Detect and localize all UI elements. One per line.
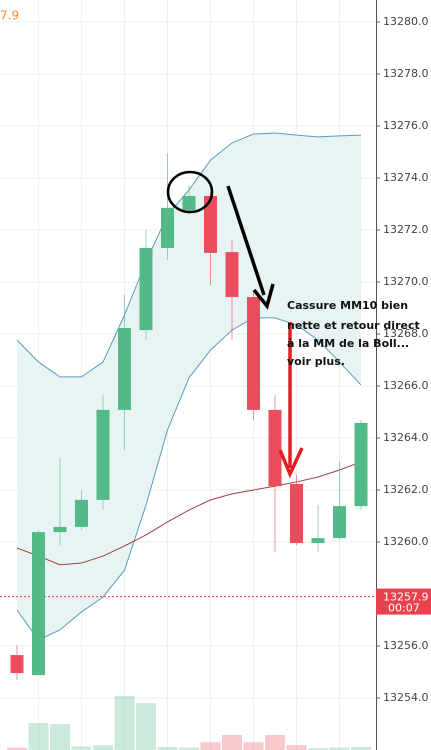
candle-body: [268, 409, 282, 487]
candle-body: [10, 655, 24, 674]
candle-body: [161, 207, 174, 248]
candle-body: [311, 538, 325, 544]
volume-bar: [136, 703, 156, 750]
arrow-head: [278, 447, 304, 479]
volume-bar: [157, 747, 178, 750]
volume-bar: [200, 742, 221, 750]
volume-bar: [7, 747, 27, 750]
volume-bar: [50, 724, 70, 750]
overlay-line: [16, 317, 362, 641]
volume-bar: [329, 747, 350, 750]
volume-bar: [243, 742, 264, 750]
volume-bar: [93, 745, 113, 750]
y-tick-label: 13270.0: [383, 275, 429, 288]
annotation: Cassure MM10 bien nette et retour direct…: [287, 299, 420, 368]
y-tick-label: 13278.0: [383, 67, 429, 80]
candle-body: [225, 252, 239, 298]
y-tick-label: 13268.0: [383, 327, 429, 340]
volume-bar: [28, 723, 49, 750]
candle-body: [354, 422, 368, 507]
y-tick-label: 13256.0: [383, 639, 429, 652]
candle-body: [32, 532, 45, 676]
candle-body: [247, 297, 260, 410]
volume-bar: [265, 735, 285, 750]
y-tick-label: 13276.0: [383, 119, 429, 132]
candle-body: [118, 328, 131, 410]
candle-body: [96, 409, 110, 500]
corner-text: 7.9: [0, 9, 19, 23]
countdown-label: 00:07: [388, 602, 420, 615]
candle-body: [75, 499, 88, 527]
y-tick-label: 13262.0: [383, 483, 429, 496]
overlay-line: [16, 461, 362, 566]
annotation-line: voir plus.: [287, 355, 345, 368]
band-fill: [17, 133, 361, 641]
candle-body: [290, 484, 303, 544]
y-tick-label: 13266.0: [383, 379, 429, 392]
last-price-label: 13257.9: [383, 591, 429, 604]
candle-body: [139, 247, 153, 331]
circle-annotation: [166, 170, 214, 214]
volume-bar: [222, 735, 242, 750]
annotation-line: à la MM de la Boll...: [287, 337, 409, 350]
volume-bar: [179, 747, 199, 750]
annotation-line: Cassure MM10 bien: [287, 299, 408, 312]
y-tick-label: 13254.0: [383, 691, 429, 704]
candle-body: [182, 195, 196, 210]
y-tick-label: 13260.0: [383, 535, 429, 548]
annotation-line: nette et retour direct: [287, 319, 420, 332]
arrow-head: [252, 283, 275, 310]
y-tick-label: 13274.0: [383, 171, 429, 184]
volume-bar: [114, 696, 135, 750]
candle-body: [204, 195, 217, 253]
y-tick-label: 13272.0: [383, 223, 429, 236]
volume-bar: [351, 747, 371, 750]
axis-background: [376, 0, 431, 750]
arrow: [226, 185, 266, 296]
volume-bar: [71, 746, 92, 750]
volume-bar: [286, 745, 307, 750]
volume-bar: [308, 748, 328, 750]
y-tick-label: 13264.0: [383, 431, 429, 444]
candle-body: [53, 526, 67, 533]
last-price-box: [376, 588, 431, 615]
y-tick-label: 13280.0: [383, 15, 429, 28]
candle-body: [333, 506, 346, 539]
